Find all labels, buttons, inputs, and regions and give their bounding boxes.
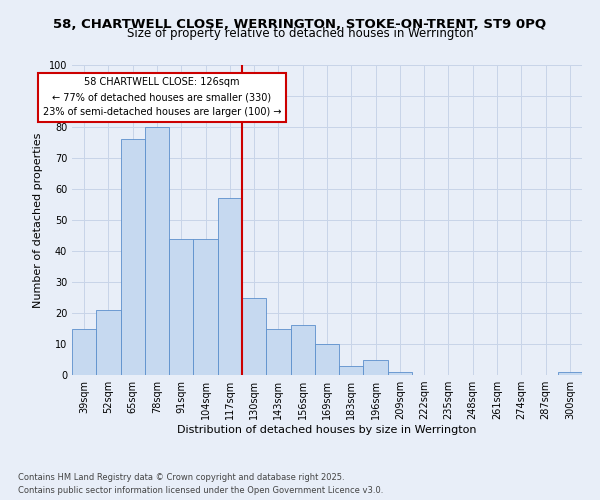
Bar [242, 298, 266, 375]
Bar [364, 360, 388, 375]
Text: 58, CHARTWELL CLOSE, WERRINGTON, STOKE-ON-TRENT, ST9 0PQ: 58, CHARTWELL CLOSE, WERRINGTON, STOKE-O… [53, 18, 547, 30]
Text: Contains HM Land Registry data © Crown copyright and database right 2025.
Contai: Contains HM Land Registry data © Crown c… [18, 474, 383, 495]
Bar [290, 326, 315, 375]
Text: Size of property relative to detached houses in Werrington: Size of property relative to detached ho… [127, 28, 473, 40]
Bar [72, 328, 96, 375]
Bar [388, 372, 412, 375]
Bar [339, 366, 364, 375]
Text: 58 CHARTWELL CLOSE: 126sqm
← 77% of detached houses are smaller (330)
23% of sem: 58 CHARTWELL CLOSE: 126sqm ← 77% of deta… [43, 78, 281, 117]
Bar [121, 140, 145, 375]
Bar [218, 198, 242, 375]
Bar [315, 344, 339, 375]
Bar [169, 238, 193, 375]
Bar [558, 372, 582, 375]
Bar [145, 127, 169, 375]
Y-axis label: Number of detached properties: Number of detached properties [33, 132, 43, 308]
Bar [96, 310, 121, 375]
Bar [193, 238, 218, 375]
X-axis label: Distribution of detached houses by size in Werrington: Distribution of detached houses by size … [177, 425, 477, 435]
Bar [266, 328, 290, 375]
